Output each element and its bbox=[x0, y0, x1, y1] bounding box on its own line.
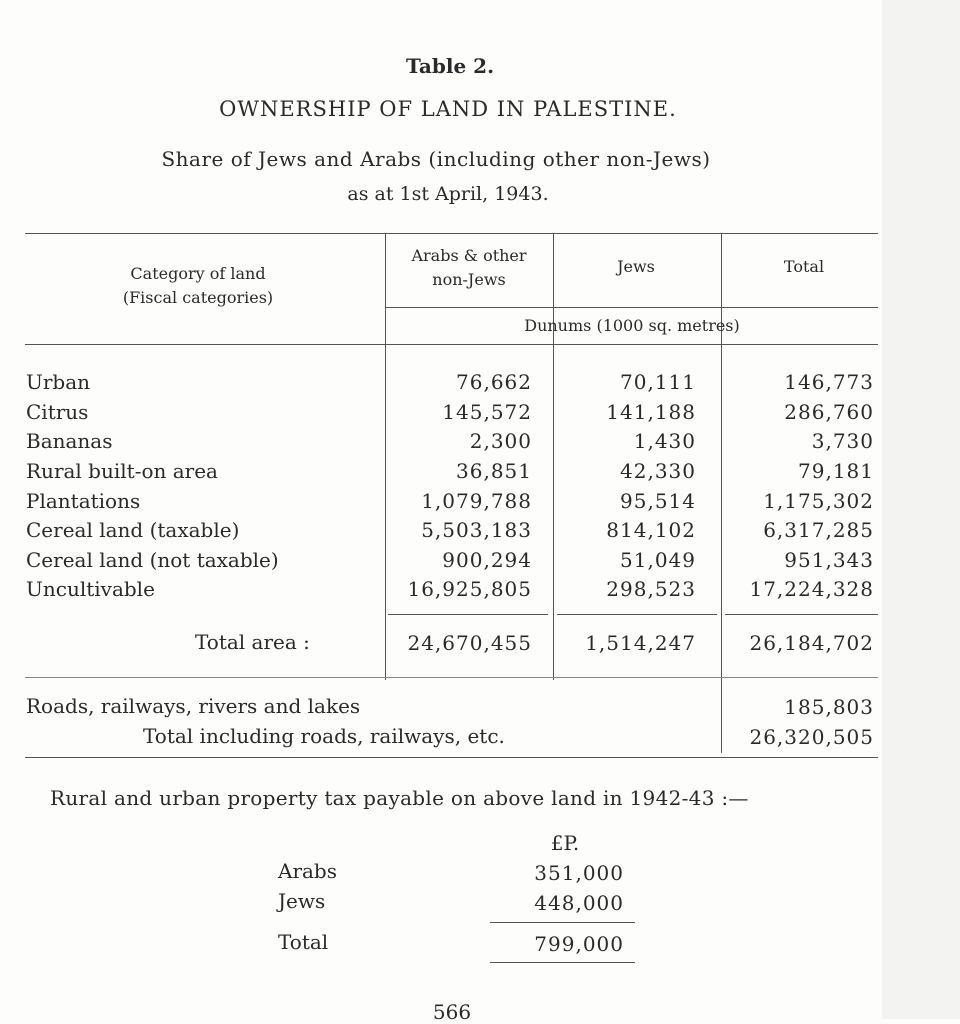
row-category: Rural built-on area bbox=[26, 459, 218, 483]
tax-label-jews: Jews bbox=[278, 889, 326, 913]
row-jews: 298,523 bbox=[606, 577, 696, 601]
header-category-sub: (Fiscal categories) bbox=[122, 288, 274, 307]
row-category: Uncultivable bbox=[26, 577, 155, 601]
tax-heading: Rural and urban property tax payable on … bbox=[50, 786, 749, 810]
subtitle-line1: Share of Jews and Arabs (including other… bbox=[161, 147, 711, 171]
total-area-arabs: 24,670,455 bbox=[407, 631, 532, 655]
row-category: Citrus bbox=[26, 400, 89, 424]
row-arabs: 1,079,788 bbox=[421, 489, 532, 513]
row-category: Cereal land (not taxable) bbox=[26, 548, 279, 572]
subtotal-rule bbox=[388, 614, 548, 615]
row-jews: 814,102 bbox=[606, 518, 696, 542]
header-bottom-rule bbox=[25, 344, 878, 345]
tax-total-value: 799,000 bbox=[534, 932, 624, 956]
row-total: 1,175,302 bbox=[763, 489, 874, 513]
subtitle-line2: as at 1st April, 1943. bbox=[347, 183, 549, 205]
row-arabs: 2,300 bbox=[469, 429, 532, 453]
row-jews: 51,049 bbox=[620, 548, 696, 572]
table-bottom-rule bbox=[25, 757, 878, 758]
tax-label-arabs: Arabs bbox=[278, 859, 337, 883]
row-total: 17,224,328 bbox=[749, 577, 874, 601]
column-divider bbox=[553, 233, 554, 680]
row-category: Bananas bbox=[26, 429, 113, 453]
row-jews: 141,188 bbox=[606, 400, 696, 424]
tax-total-rule bbox=[490, 962, 635, 963]
row-total: 286,760 bbox=[784, 400, 874, 424]
row-total: 146,773 bbox=[784, 370, 874, 394]
roads-total: 185,803 bbox=[784, 695, 874, 719]
header-total: Total bbox=[783, 257, 825, 276]
row-total: 951,343 bbox=[784, 548, 874, 572]
grand-total-value: 26,320,505 bbox=[749, 725, 874, 749]
page-title: OWNERSHIP OF LAND IN PALESTINE. bbox=[219, 97, 677, 121]
header-unit: Dunums (1000 sq. metres) bbox=[524, 316, 740, 335]
row-arabs: 900,294 bbox=[442, 548, 532, 572]
row-arabs: 16,925,805 bbox=[407, 577, 532, 601]
row-total: 79,181 bbox=[798, 459, 874, 483]
subtotal-rule bbox=[557, 614, 717, 615]
column-divider bbox=[385, 233, 386, 680]
column-divider bbox=[721, 233, 722, 753]
scan-edge bbox=[882, 0, 960, 1019]
table-label: Table 2. bbox=[405, 54, 495, 78]
row-jews: 95,514 bbox=[620, 489, 696, 513]
row-jews: 70,111 bbox=[620, 370, 696, 394]
tax-value-arabs: 351,000 bbox=[534, 861, 624, 885]
total-area-rule bbox=[25, 677, 878, 678]
row-total: 3,730 bbox=[811, 429, 874, 453]
roads-label: Roads, railways, rivers and lakes bbox=[26, 694, 361, 718]
total-area-jews: 1,514,247 bbox=[585, 631, 696, 655]
row-total: 6,317,285 bbox=[763, 518, 874, 542]
header-rule bbox=[385, 307, 878, 308]
subtotal-rule bbox=[725, 614, 878, 615]
tax-currency: £P. bbox=[550, 831, 580, 855]
row-category: Urban bbox=[26, 370, 91, 394]
header-category: Category of land bbox=[130, 264, 266, 283]
tax-total-label: Total bbox=[278, 930, 329, 954]
row-arabs: 36,851 bbox=[456, 459, 532, 483]
page-number: 566 bbox=[432, 1000, 472, 1024]
header-jews: Jews bbox=[617, 257, 655, 276]
row-arabs: 76,662 bbox=[456, 370, 532, 394]
row-category: Cereal land (taxable) bbox=[26, 518, 240, 542]
header-arabs-sub: non-Jews bbox=[432, 270, 506, 289]
row-arabs: 5,503,183 bbox=[421, 518, 532, 542]
tax-value-jews: 448,000 bbox=[534, 891, 624, 915]
grand-total-label: Total including roads, railways, etc. bbox=[143, 724, 505, 748]
row-arabs: 145,572 bbox=[442, 400, 532, 424]
tax-sum-rule bbox=[490, 922, 635, 923]
table-top-rule bbox=[25, 233, 878, 234]
total-area-label: Total area : bbox=[195, 630, 310, 654]
row-jews: 42,330 bbox=[620, 459, 696, 483]
header-arabs: Arabs & other bbox=[411, 246, 527, 265]
total-area-total: 26,184,702 bbox=[749, 631, 874, 655]
row-jews: 1,430 bbox=[633, 429, 696, 453]
row-category: Plantations bbox=[26, 489, 141, 513]
